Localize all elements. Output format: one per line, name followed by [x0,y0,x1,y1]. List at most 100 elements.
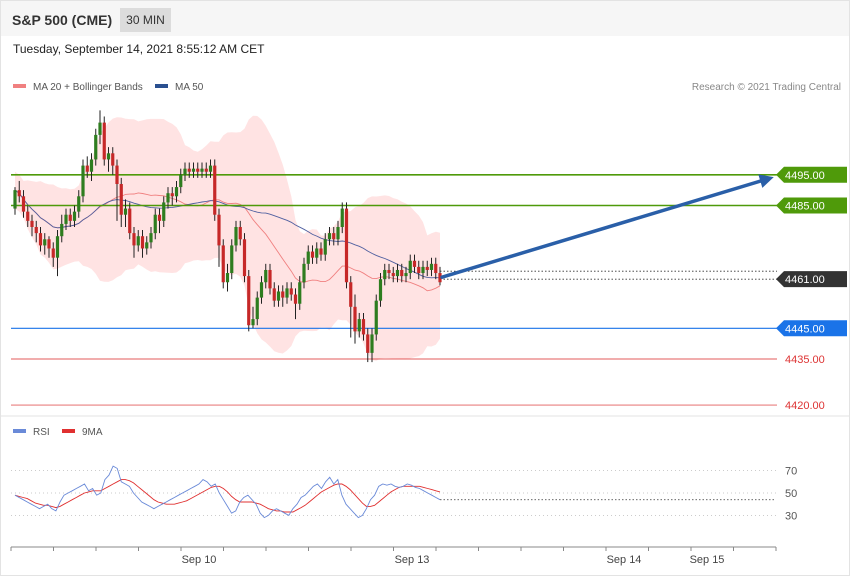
candle [353,294,357,344]
candle [391,266,395,283]
bollinger-band-area [15,115,440,361]
x-tick-label: Sep 15 [690,554,725,566]
candle-body [361,319,366,335]
candle [72,205,77,227]
candle-body [94,134,98,160]
level-label-4495.00: 4495.00 [785,170,825,182]
candle-body [374,300,378,335]
candle-body [98,122,102,135]
candle [421,260,425,280]
candle [242,233,247,283]
candle [119,177,123,227]
candle-body [34,226,38,234]
candle-body [404,273,408,277]
level-label-4485.00: 4485.00 [785,201,825,213]
candle-body [281,291,285,298]
candle [115,159,119,221]
candle [98,110,102,145]
candle-body [327,233,332,240]
level-badge-4461.00 [776,271,847,288]
candle [319,242,323,261]
candle-body [60,223,64,237]
candle [55,230,60,277]
candle-body [149,233,153,243]
candle [38,226,43,252]
candle-body [153,214,157,234]
ma50-legend-label: MA 50 [175,82,204,93]
candle [34,220,38,243]
timeframe-badge[interactable]: 30 MIN [120,8,171,32]
candle-body [349,282,353,307]
candle [349,276,353,338]
candle-body [353,306,357,332]
ma20-legend-label: MA 20 + Bollinger Bands [33,82,143,93]
rsi-legend-label: RSI [33,427,50,438]
ma9-legend-swatch [62,429,75,433]
level-label-4461.00: 4461.00 [785,274,825,286]
candle-body [289,288,293,295]
candle [366,328,370,363]
candle [434,257,438,280]
candle-body [255,297,259,320]
forecast-arrow-shaft [440,177,770,279]
candle-body [38,233,43,246]
candle [234,220,238,252]
candle-body [268,269,272,289]
candle-body [200,168,204,172]
candle [429,257,434,277]
candle-body [17,190,21,197]
candle-body [434,263,438,274]
candle-body [400,269,404,277]
candle-body [191,168,196,172]
candle [408,254,412,280]
candle-body [89,159,94,172]
candle-body [170,193,174,197]
rsi-tick-30: 30 [785,510,797,522]
candle-body [383,269,387,280]
candle [310,245,315,264]
candle-body [111,153,115,166]
candle-body [128,208,132,234]
candle [400,263,404,283]
candle [374,294,378,341]
candle [306,245,310,270]
candle [89,153,94,181]
candle-body [217,214,221,246]
price-levels: 4495.00 4485.00 4461.00 4445.00 4435.00 4420.… [11,166,847,412]
candle [136,230,140,252]
candle-body [417,266,421,274]
candle [412,254,417,274]
candle-body [166,193,170,203]
candle [187,162,191,178]
research-credit: Research © 2021 Trading Central [692,82,841,93]
candle [132,226,136,258]
candle-body [370,334,374,353]
level-label-4435.00: 4435.00 [785,354,825,366]
candle-body [64,214,68,224]
candle-body [123,208,128,215]
candle-body [357,319,361,332]
candle [225,263,230,292]
candle-body [298,282,302,304]
candle-body [106,153,111,160]
ma9-legend-label: 9MA [82,427,103,438]
candle-body [251,319,255,326]
candle [153,208,157,240]
candle [378,273,383,307]
candle-body [204,168,208,172]
candle-body [293,294,298,304]
candle-body [208,165,213,172]
candle-body [119,184,123,215]
candle [293,288,298,320]
candle [344,202,349,289]
candle-body [174,187,179,197]
ma50-legend-swatch [155,84,168,88]
candle-body [77,196,81,212]
candle [81,159,85,203]
candle [370,328,374,363]
candle [268,263,272,295]
candle [425,260,429,277]
candlesticks [13,110,442,363]
candle-body [425,266,429,270]
candle [217,208,221,267]
